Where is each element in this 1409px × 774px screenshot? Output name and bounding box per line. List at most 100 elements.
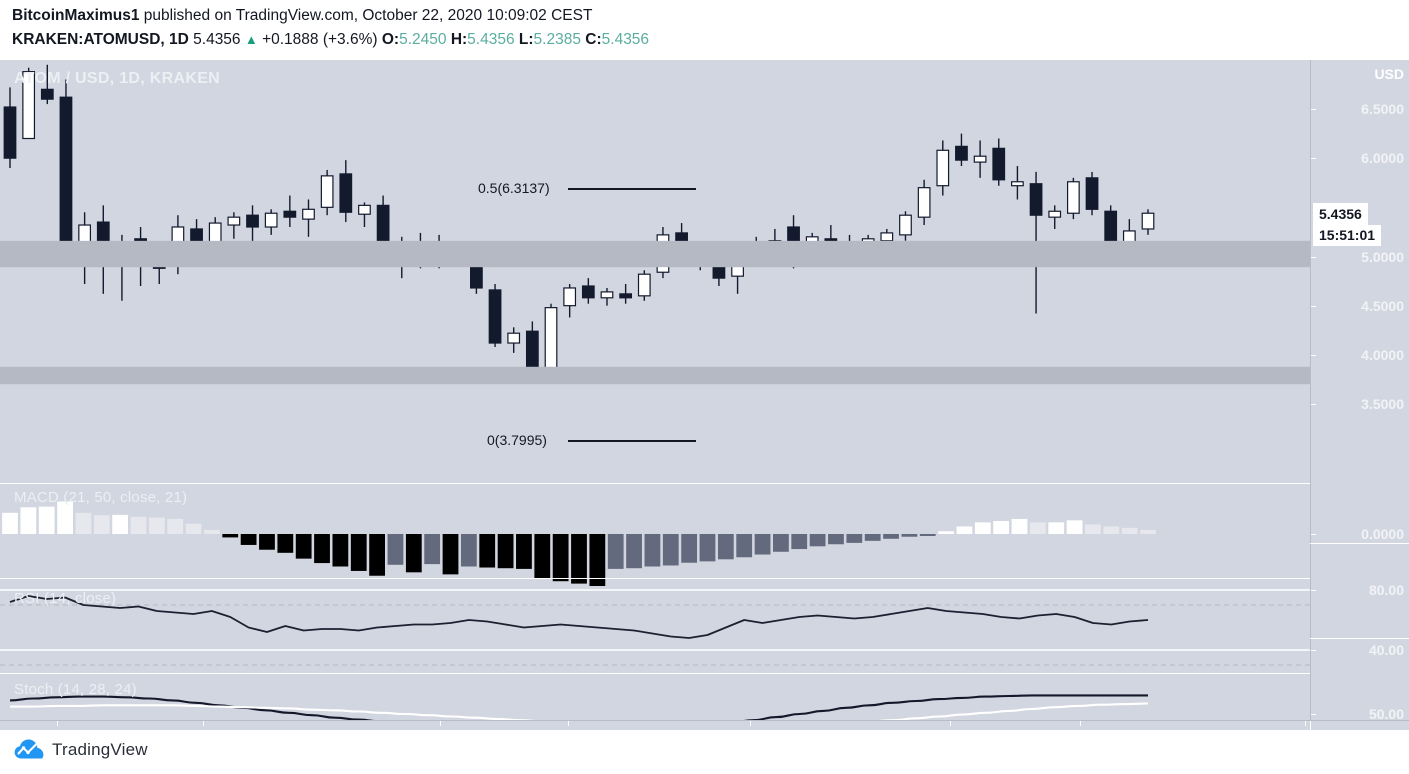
pane-separator-stoch (0, 673, 1310, 674)
macd-tick-zero-mark (1311, 534, 1316, 535)
close-value: 5.4356 (601, 31, 650, 48)
plot-area[interactable]: ATOM / USD, 1D, KRAKEN MACD (21, 50, clo… (0, 60, 1310, 720)
macd-bar (387, 534, 404, 565)
candle-body (227, 216, 241, 226)
candle-body (619, 293, 633, 299)
candle-body (22, 71, 36, 140)
rsi-indicator-label[interactable]: RSI (14, close) (14, 590, 117, 607)
stoch-indicator-label[interactable]: Stoch (14, 28, 24) (14, 681, 137, 698)
candle-body (1011, 181, 1024, 187)
candle-body (637, 273, 651, 297)
candlestick (3, 87, 17, 168)
price-tick-6-5000-mark (1311, 109, 1316, 110)
candle-body (973, 155, 987, 163)
author-name: BitcoinMaximus1 (12, 7, 140, 24)
macd-bar (167, 518, 184, 534)
chart-header: BitcoinMaximus1 published on TradingView… (0, 0, 1409, 60)
candle-body (1141, 212, 1155, 230)
macd-bar (222, 534, 239, 538)
tradingview-logo[interactable]: TradingView (14, 738, 148, 762)
candle-body (339, 173, 353, 213)
rsi-line (9, 595, 1149, 639)
low-value: 5.2385 (533, 31, 581, 48)
macd-bar (442, 534, 459, 575)
open-value: 5.2450 (399, 31, 447, 48)
macd-bar (497, 534, 514, 569)
macd-bar (314, 534, 330, 564)
macd-bar (405, 534, 422, 573)
high-key: H: (450, 31, 468, 48)
stoch-tick-50-00: 50.00 (1368, 706, 1404, 722)
candlestick (544, 303, 558, 377)
macd-bar (112, 514, 129, 534)
up-triangle-icon: ▲ (244, 32, 258, 47)
candlestick (936, 140, 950, 196)
chart-container[interactable]: ATOM / USD, 1D, KRAKEN MACD (21, 50, clo… (0, 60, 1409, 771)
macd-bar (2, 512, 18, 534)
macd-bar (130, 516, 147, 534)
pane-separator-macd (0, 483, 1310, 484)
macd-bar (938, 531, 954, 534)
candlestick (637, 270, 651, 301)
macd-bar (369, 534, 385, 576)
chart-svg (0, 64, 1310, 720)
candle-body (936, 149, 950, 187)
last-price: 5.4356 (193, 31, 241, 48)
candle-body (358, 204, 371, 215)
candlestick (1085, 171, 1099, 216)
macd-bar (828, 534, 844, 545)
time-tick-mark (440, 721, 441, 726)
candlestick (507, 327, 521, 353)
candlestick-series (3, 64, 1155, 377)
price-tick-4-5000: 4.5000 (1361, 297, 1404, 314)
candle-body (525, 330, 539, 372)
candlestick (227, 212, 241, 239)
macd-bar (773, 534, 789, 552)
price-tick-4-0000-mark (1311, 354, 1316, 356)
macd-bar (277, 534, 294, 553)
candle-body (3, 106, 17, 159)
macd-bar (919, 534, 936, 536)
macd-bar (240, 534, 257, 545)
macd-bar (571, 534, 587, 584)
scale-separator-rsi (1310, 638, 1409, 639)
macd-bar (681, 534, 698, 563)
macd-bar (1103, 526, 1120, 534)
candle-body (563, 287, 577, 307)
candlestick (358, 202, 371, 227)
candle-body (302, 208, 315, 220)
candle-body (59, 96, 73, 253)
rsi-tick-40-00: 40.00 (1368, 642, 1404, 658)
symbol-quote-line: KRAKEN:ATOMUSD, 1D 5.4356 ▲ +0.1888 (+3.… (12, 31, 649, 49)
macd-bar (993, 521, 1010, 534)
candle-body (917, 187, 931, 218)
macd-bar (956, 526, 973, 534)
rsi-tick-40-00-mark (1311, 650, 1316, 651)
supply-zone (0, 240, 1310, 268)
candlestick (973, 140, 987, 178)
candlestick (992, 138, 1006, 186)
currency-label: USD (1374, 66, 1404, 82)
candlestick (246, 205, 259, 245)
candlestick (955, 133, 968, 167)
fib-lower-label: 0(3.7995) (487, 432, 547, 448)
symbol-label: KRAKEN:ATOMUSD, 1D (12, 31, 189, 48)
candlestick (264, 209, 278, 235)
open-key: O: (381, 31, 400, 48)
scale-separator-macd (1310, 543, 1409, 544)
candlestick (1141, 209, 1155, 235)
macd-bar (350, 534, 367, 571)
candle-body (1066, 181, 1080, 214)
macd-indicator-label[interactable]: MACD (21, 50, close, 21) (14, 489, 188, 506)
candlestick (283, 195, 297, 227)
price-scale[interactable]: USD 5.4356 15:51:01 6.5000 6.0000 5.0000 4.… (1310, 60, 1409, 722)
stoch-pane (9, 694, 1149, 720)
candle-body (600, 291, 614, 299)
candlestick (339, 160, 353, 223)
price-tick-4-0000: 4.0000 (1361, 346, 1404, 363)
macd-bar (754, 534, 771, 555)
candle-body (544, 307, 558, 374)
macd-bar (699, 534, 716, 562)
price-tick-5-0000-mark (1311, 256, 1316, 258)
candlestick (600, 287, 614, 306)
